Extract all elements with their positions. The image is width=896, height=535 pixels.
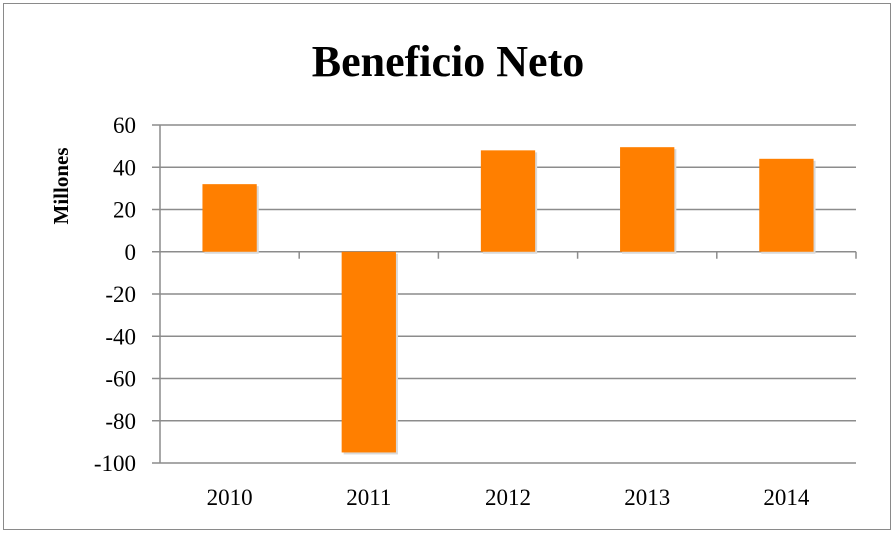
chart-frame bbox=[3, 3, 891, 530]
y-tick-label: -20 bbox=[105, 282, 136, 307]
grid-lines bbox=[152, 124, 857, 464]
y-axis-label: Millones bbox=[49, 148, 73, 225]
bars bbox=[202, 147, 816, 455]
y-tick-label: -40 bbox=[105, 324, 136, 349]
chart-title: Beneficio Neto bbox=[312, 37, 584, 86]
bar-2013 bbox=[620, 147, 675, 252]
y-tick-label: 40 bbox=[113, 155, 136, 180]
y-tick-label: 60 bbox=[113, 113, 136, 138]
x-tick-label: 2013 bbox=[624, 485, 670, 510]
bar-2010 bbox=[202, 184, 257, 252]
y-tick-labels: -100 -80 -60 -40 -20 0 20 40 60 bbox=[94, 113, 136, 476]
bar-2011 bbox=[341, 251, 396, 453]
x-tick-label: 2014 bbox=[763, 485, 810, 510]
y-tick-label: 20 bbox=[113, 198, 136, 223]
x-tick-labels: 2010 2011 2012 2013 2014 bbox=[207, 485, 810, 510]
y-tick-label: -80 bbox=[105, 409, 136, 434]
bar-2014 bbox=[759, 158, 814, 252]
bar-2012 bbox=[480, 150, 536, 252]
y-tick-label: -100 bbox=[94, 451, 136, 476]
x-tick-label: 2010 bbox=[207, 485, 253, 510]
x-tick-label: 2012 bbox=[485, 485, 531, 510]
x-tick-label: 2011 bbox=[346, 485, 391, 510]
y-tick-label: -60 bbox=[105, 367, 136, 392]
y-tick-label: 0 bbox=[125, 240, 137, 265]
